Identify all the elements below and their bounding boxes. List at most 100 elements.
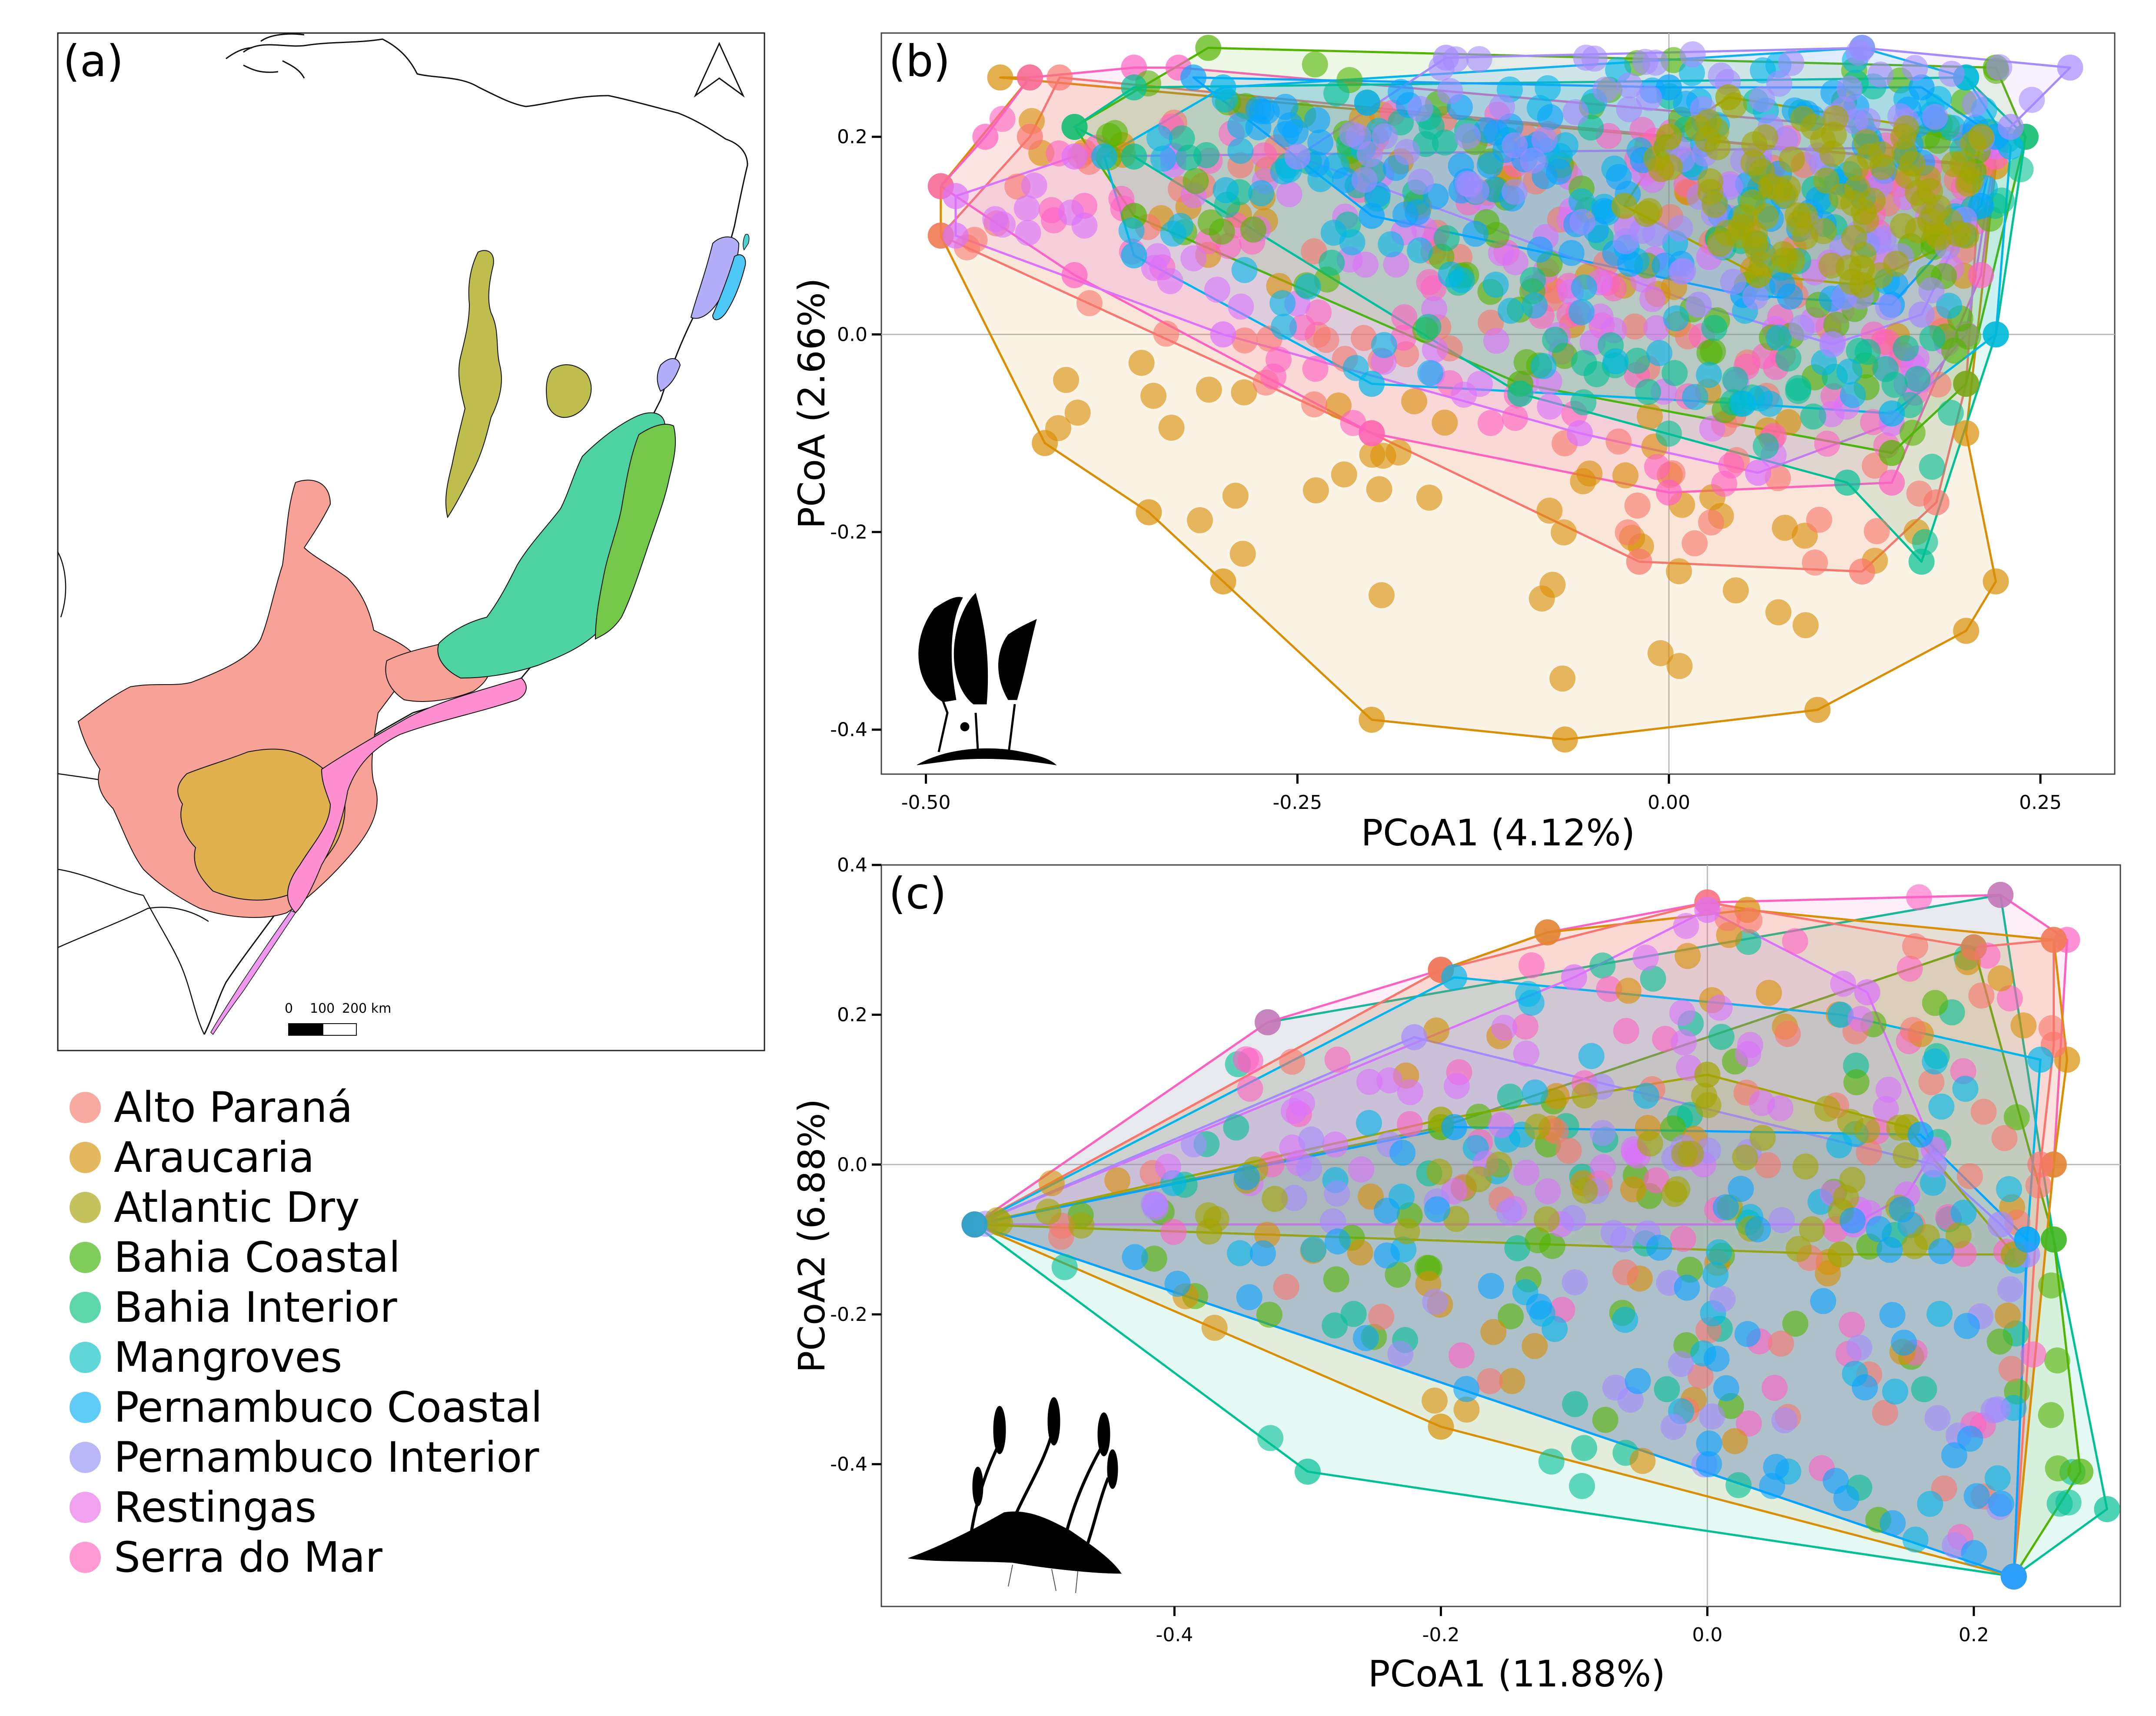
scale-label-0: 0 <box>285 1001 293 1016</box>
data-point <box>1673 913 1699 939</box>
data-point <box>1629 1448 1656 1474</box>
data-point <box>1236 1284 1262 1310</box>
data-point <box>1902 933 1928 960</box>
data-point <box>1463 177 1490 204</box>
legend-item-araucaria: Araucaria <box>70 1132 542 1182</box>
data-point <box>1537 393 1563 420</box>
data-point <box>989 106 1016 132</box>
data-point <box>1521 292 1548 319</box>
data-point <box>1919 453 1945 480</box>
map-frame <box>57 32 765 1051</box>
data-point <box>1788 315 1815 341</box>
data-point <box>1210 568 1236 595</box>
data-point <box>1596 976 1622 1002</box>
data-point <box>1987 1211 2014 1238</box>
data-point <box>1356 1069 1382 1095</box>
data-point <box>1196 1218 1223 1245</box>
data-point <box>1323 80 1350 106</box>
data-point <box>1150 145 1176 172</box>
data-point <box>1826 1132 1853 1158</box>
data-point <box>1891 1330 1917 1356</box>
data-point <box>1736 1410 1762 1437</box>
data-point <box>1237 1075 1263 1102</box>
data-point <box>1960 130 1987 157</box>
y-tick-label: 0.2 <box>837 1004 867 1026</box>
data-point <box>1867 61 1894 88</box>
data-point <box>1732 1144 1758 1171</box>
data-point <box>1567 420 1593 446</box>
data-point <box>1276 181 1302 207</box>
x-tick-label: 0.2 <box>1959 1624 1989 1646</box>
data-point <box>1571 1177 1598 1204</box>
data-point <box>1422 1387 1448 1414</box>
data-point <box>1700 338 1726 365</box>
data-point <box>2027 1047 2054 1073</box>
data-point <box>1749 86 1775 113</box>
legend-label: Pernambuco Interior <box>114 1433 539 1482</box>
data-point <box>1701 192 1728 218</box>
data-point <box>1383 251 1409 278</box>
data-point <box>1775 345 1802 372</box>
data-point <box>1721 92 1747 119</box>
data-point <box>1640 965 1666 992</box>
data-point <box>1542 326 1568 353</box>
data-point <box>1902 55 1928 81</box>
legend-item-restingas: Restingas <box>70 1482 542 1532</box>
data-point <box>1918 1069 1945 1095</box>
panel-a-map: (a) 0 100 200 km <box>57 32 765 1051</box>
data-point <box>1681 530 1708 556</box>
data-point <box>1703 1345 1730 1372</box>
data-point <box>1736 907 1763 934</box>
data-point <box>1890 123 1917 150</box>
data-point <box>1953 1313 1980 1339</box>
data-point <box>1957 1163 1983 1190</box>
data-point <box>1354 90 1380 116</box>
data-point <box>1613 1018 1639 1044</box>
data-point <box>1228 293 1254 320</box>
data-point <box>1674 1274 1700 1301</box>
legend-dot-icon <box>70 1441 101 1473</box>
data-point <box>1284 143 1311 170</box>
data-point <box>1908 549 1935 575</box>
data-point <box>1212 86 1238 113</box>
legend-dot-icon <box>70 1191 101 1223</box>
data-point <box>1786 210 1812 236</box>
data-point <box>1893 1142 1919 1168</box>
data-point <box>1502 132 1528 159</box>
data-point <box>1822 105 1849 132</box>
data-point <box>1068 1212 1095 1239</box>
data-point <box>1941 1442 1967 1469</box>
y-tick-label: -0.2 <box>830 521 867 543</box>
data-point <box>1369 582 1395 609</box>
data-point <box>1394 1218 1420 1244</box>
data-point <box>2094 1496 2120 1522</box>
data-point <box>1269 290 1296 316</box>
data-point <box>1441 1114 1468 1141</box>
panel-b-pcoa-plot: -0.50 -0.25 0.00 0.25 0.2 0.0 -0.2 -0.4 (b) PCo… <box>791 32 2116 854</box>
data-point <box>1849 558 1875 585</box>
data-point <box>1709 1286 1736 1312</box>
data-point <box>1061 262 1088 288</box>
data-point <box>1401 1024 1428 1051</box>
data-point <box>1790 106 1816 132</box>
data-point <box>1407 96 1433 122</box>
data-point <box>1302 356 1329 382</box>
data-point <box>1146 125 1173 151</box>
data-point <box>1071 212 1098 239</box>
data-point <box>1204 276 1230 303</box>
data-point <box>1444 1073 1470 1099</box>
data-point <box>1988 1490 2014 1517</box>
data-point <box>1772 182 1799 209</box>
data-point <box>1639 286 1666 313</box>
data-point <box>1905 217 1931 243</box>
data-point <box>1938 60 1965 87</box>
data-point <box>1920 1151 1947 1178</box>
data-point <box>1766 70 1793 97</box>
data-point <box>1661 360 1688 386</box>
data-point <box>1864 518 1890 545</box>
legend-item-alto-parana: Alto Paraná <box>70 1082 542 1132</box>
data-point <box>1800 403 1827 430</box>
data-point <box>1537 104 1564 130</box>
data-point <box>1539 1233 1565 1259</box>
